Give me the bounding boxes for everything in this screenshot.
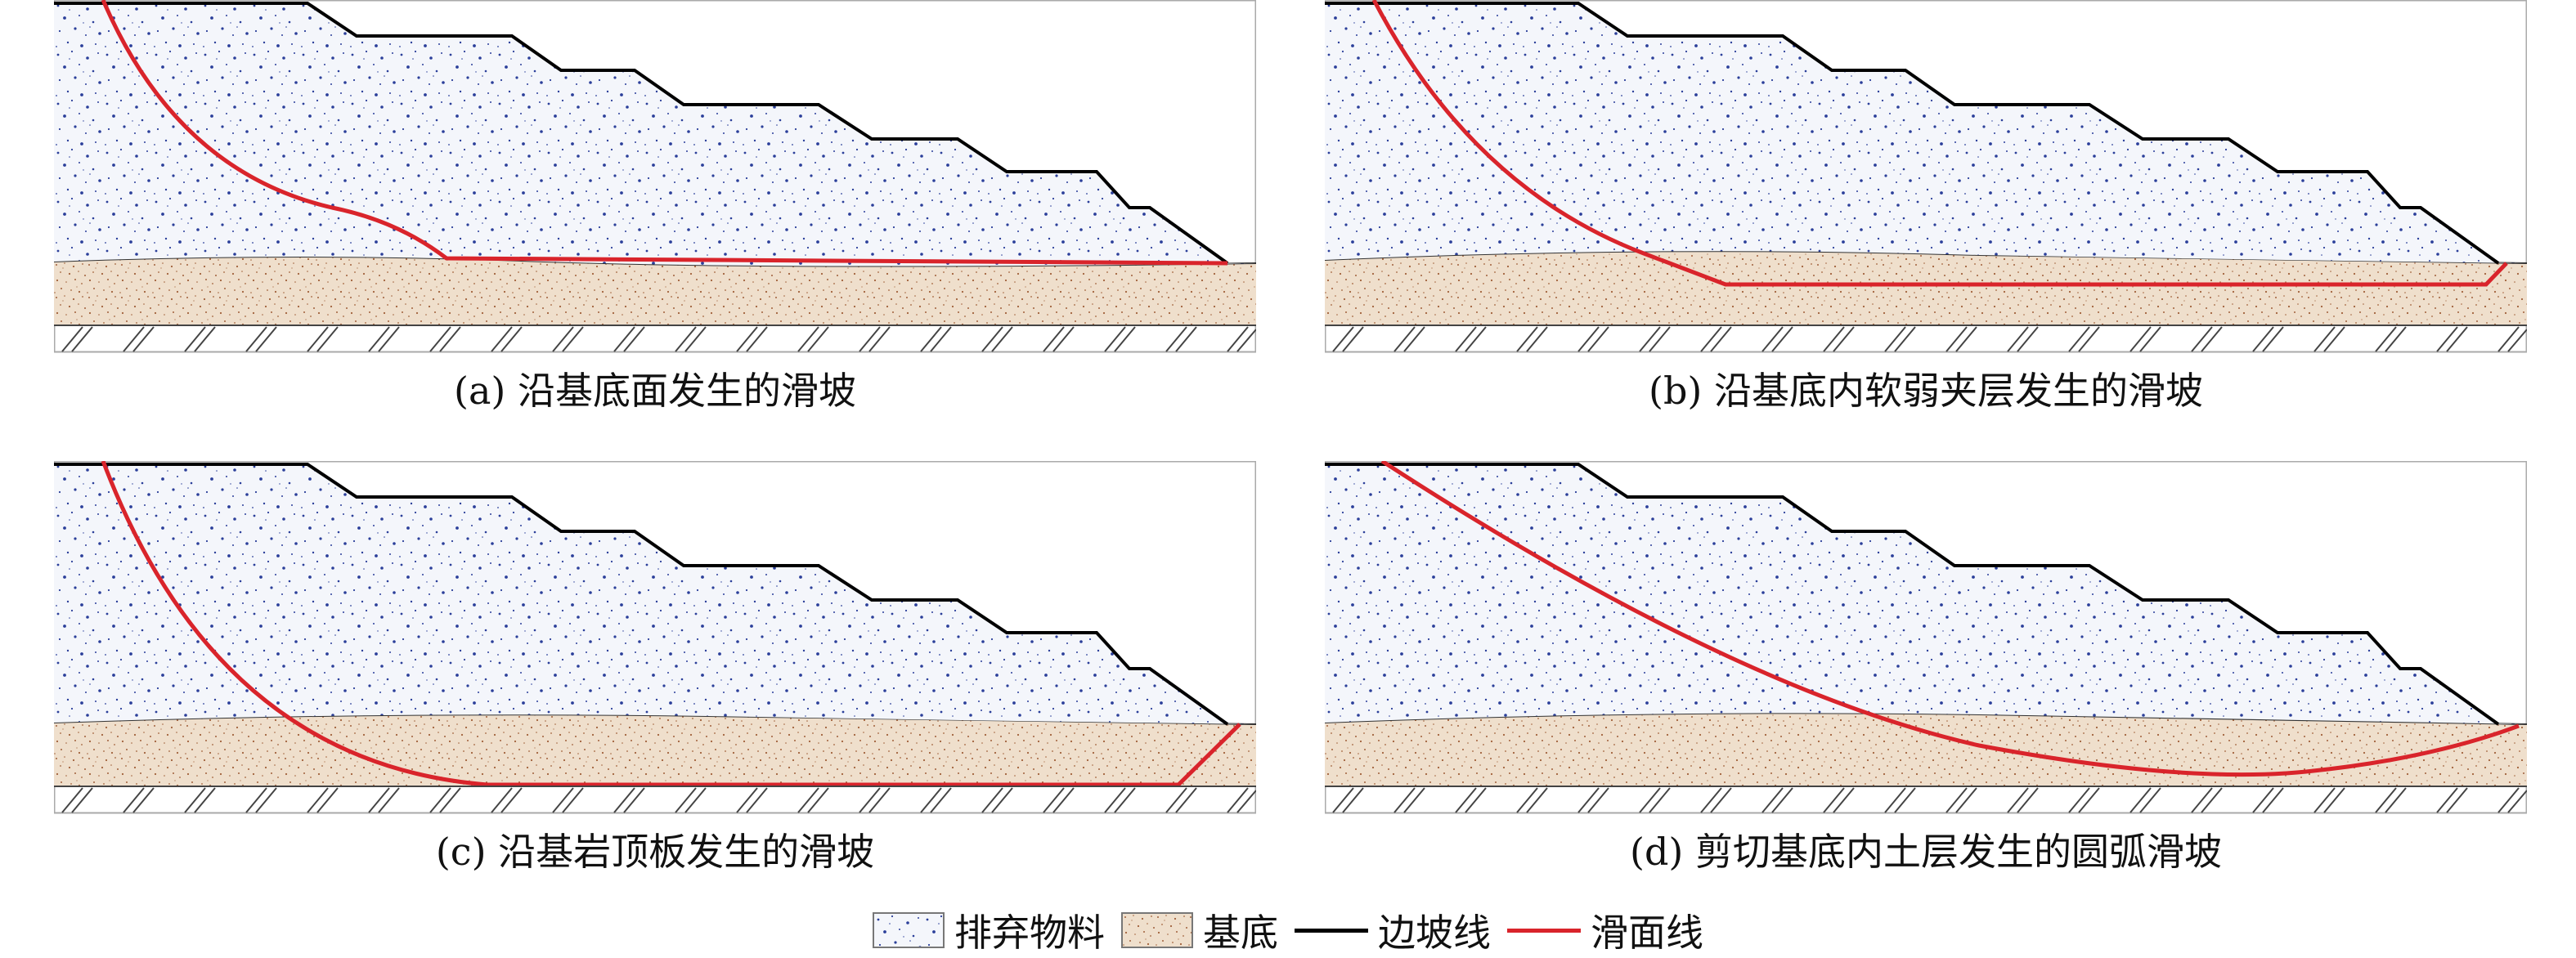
bedrock-hatch xyxy=(61,787,1256,813)
waste-dump xyxy=(54,3,1256,266)
slip-line-swatch xyxy=(1507,912,1581,948)
bedrock-hatch xyxy=(61,326,1256,352)
caption-c: (c) 沿基岩顶板发生的滑坡 xyxy=(435,830,875,874)
base-layer xyxy=(54,714,1256,786)
legend-item-slip-line: 滑面线 xyxy=(1507,903,1703,957)
slope-diagram-a xyxy=(54,0,1256,353)
caption-a: (a) 沿基底面发生的滑坡 xyxy=(454,369,856,413)
waste-dump xyxy=(1325,464,2527,724)
caption-b: (b) 沿基底内软弱夹层发生的滑坡 xyxy=(1649,369,2203,413)
legend-label-base: 基底 xyxy=(1203,911,1278,955)
bedrock-hatch xyxy=(1332,326,2527,352)
base-surface-line xyxy=(1325,712,2527,725)
base-swatch xyxy=(1121,912,1193,948)
slip-surface-line xyxy=(1380,461,2520,777)
slip-surface-line xyxy=(1371,0,2508,287)
panel-b: (b) 沿基底内软弱夹层发生的滑坡 xyxy=(1325,0,2527,441)
waste-dump xyxy=(54,464,1256,724)
legend-label-slip-line: 滑面线 xyxy=(1591,911,1703,955)
panel-a: (a) 沿基底面发生的滑坡 xyxy=(54,0,1256,441)
panel-d: (d) 剪切基底内土层发生的圆弧滑坡 xyxy=(1325,461,2527,902)
panel-c: (c) 沿基岩顶板发生的滑坡 xyxy=(54,461,1256,902)
legend: 排弃物料 基底 边坡线 滑面线 xyxy=(0,906,2576,955)
base-layer xyxy=(1325,713,2527,786)
slope-line xyxy=(1325,2,2500,265)
slope-line-swatch xyxy=(1295,912,1368,948)
slip-surface-line xyxy=(101,0,1228,266)
slope-diagram-c xyxy=(54,461,1256,814)
slope-line xyxy=(1325,463,2500,726)
base-layer xyxy=(54,257,1256,325)
base-layer xyxy=(1325,251,2527,325)
slip-surface-line xyxy=(101,461,1241,787)
waste-dump xyxy=(1325,3,2527,263)
caption-d: (d) 剪切基底内土层发生的圆弧滑坡 xyxy=(1630,830,2222,874)
slope-diagram-b xyxy=(1325,0,2527,353)
bedrock-hatch xyxy=(1332,787,2527,813)
legend-label-waste: 排弃物料 xyxy=(954,911,1105,955)
slope-line xyxy=(54,2,1229,265)
waste-swatch xyxy=(873,912,945,948)
slope-line xyxy=(54,463,1229,726)
slope-diagram-d xyxy=(1325,461,2527,814)
legend-item-base: 基底 xyxy=(1121,903,1278,957)
legend-item-waste: 排弃物料 xyxy=(873,903,1105,957)
legend-item-slope-line: 边坡线 xyxy=(1295,903,1491,957)
legend-label-slope-line: 边坡线 xyxy=(1378,911,1491,955)
